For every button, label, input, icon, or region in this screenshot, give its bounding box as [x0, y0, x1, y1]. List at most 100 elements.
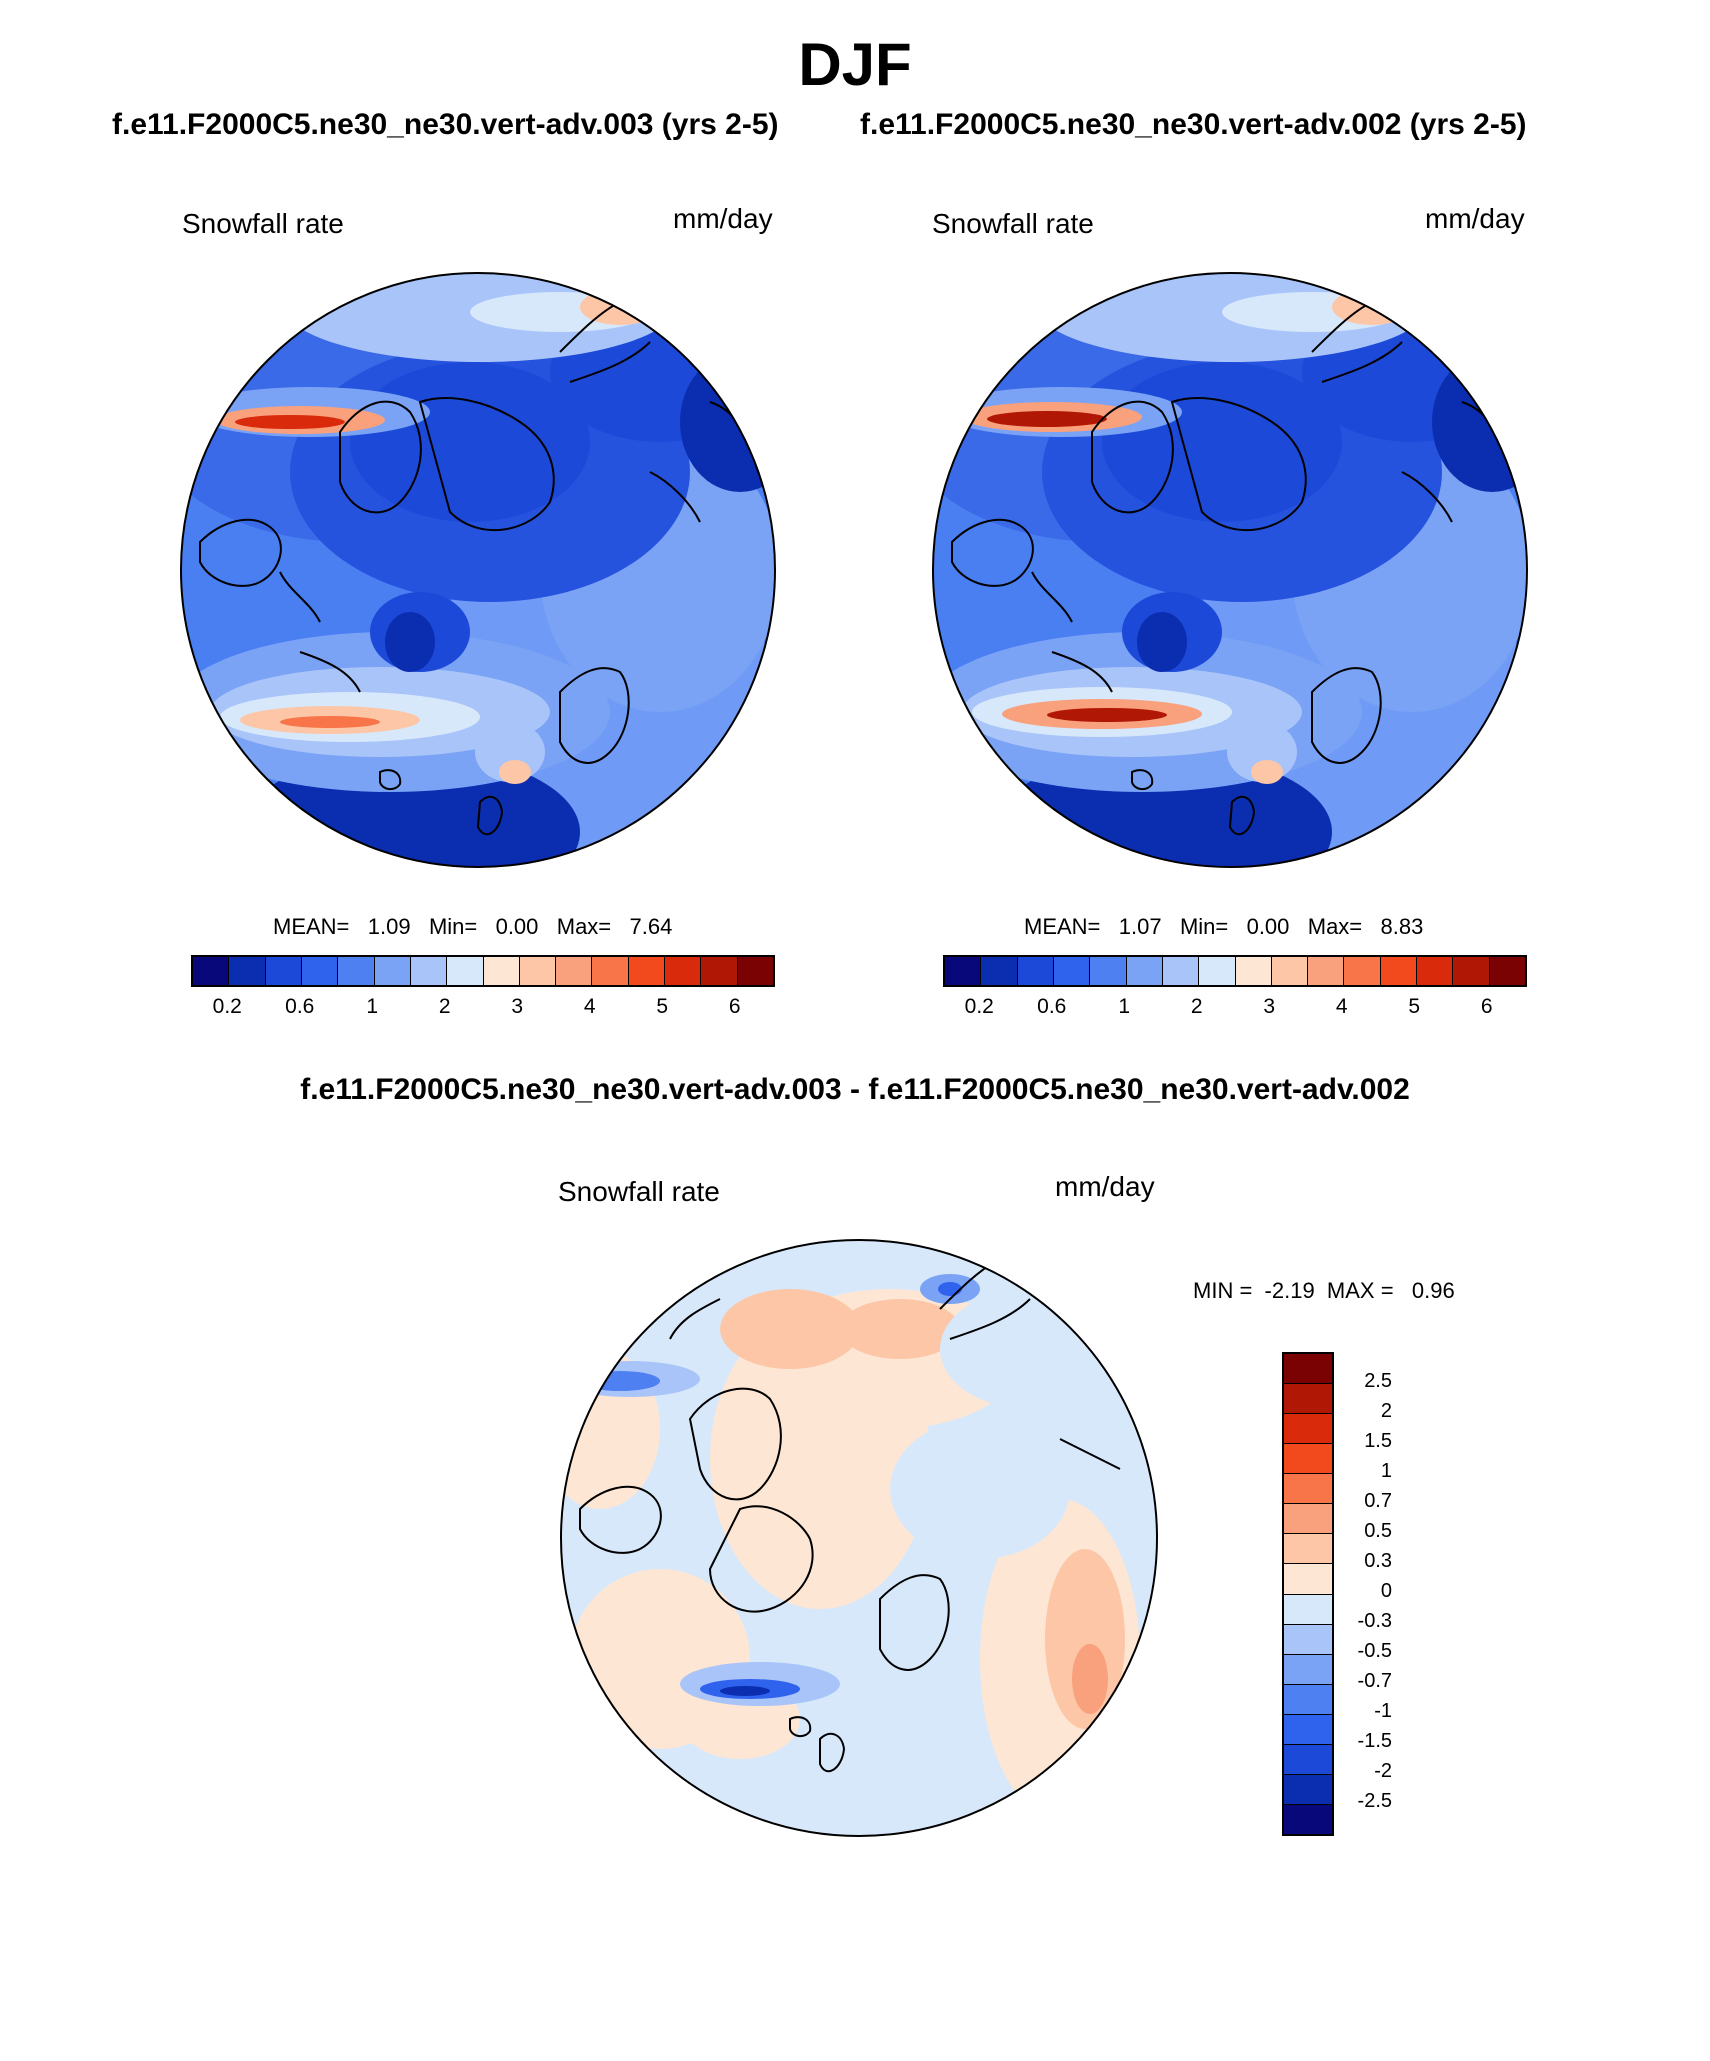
colorbar-box: [1284, 1804, 1332, 1834]
diff-colorbar: [1282, 1352, 1334, 1836]
colorbar-box: [1380, 957, 1418, 985]
colorbar-tick-label: 0.6: [285, 995, 315, 1018]
diff-stats: MIN = -2.19 MAX = 0.96: [1193, 1278, 1455, 1304]
case1-title: f.e11.F2000C5.ne30_ne30.vert-adv.003 (yr…: [112, 108, 779, 141]
left-max-value: 7.64: [629, 914, 673, 939]
colorbar-tick-label: 0.7: [1364, 1490, 1392, 1512]
colorbar-box: [628, 957, 666, 985]
case2-title: f.e11.F2000C5.ne30_ne30.vert-adv.002 (yr…: [860, 108, 1527, 141]
left-variable-label: Snowfall rate: [182, 208, 344, 239]
colorbar-box: [1284, 1654, 1332, 1685]
left-max-label: Max=: [556, 914, 612, 939]
colorbar-box: [265, 957, 302, 985]
colorbar-box: [1284, 1504, 1332, 1535]
colorbar-tick-label: -0.3: [1357, 1610, 1392, 1632]
colorbar-tick-label: -2.5: [1357, 1790, 1392, 1812]
colorbar-tick-label: -0.7: [1357, 1670, 1392, 1692]
colorbar-box: [1284, 1414, 1332, 1445]
colorbar-box: [410, 957, 448, 985]
colorbar-box: [1453, 957, 1490, 985]
diff-polar-map: [560, 1239, 1158, 1837]
diff-title: f.e11.F2000C5.ne30_ne30.vert-adv.003 - f…: [300, 1073, 1410, 1106]
left-stats: MEAN= 1.09 Min= 0.00 Max= 7.64: [273, 914, 672, 940]
left-min-label: Min=: [428, 914, 478, 939]
colorbar-tick-label: 3: [511, 995, 524, 1018]
colorbar-box: [1284, 1594, 1332, 1625]
colorbar-box: [1284, 1774, 1332, 1805]
colorbar-box: [1284, 1624, 1332, 1655]
colorbar-box: [1235, 957, 1272, 985]
right-mean-value: 1.07: [1118, 914, 1162, 939]
colorbar-box: [1271, 957, 1309, 985]
colorbar-box: [1284, 1474, 1332, 1505]
colorbar-tick-label: 2: [438, 995, 451, 1018]
left-mean-value: 1.09: [367, 914, 411, 939]
colorbar-box: [1199, 957, 1236, 985]
colorbar-box: [338, 957, 375, 985]
colorbar-box: [301, 957, 339, 985]
diff-max-value: 0.96: [1411, 1278, 1455, 1303]
colorbar-tick-label: 6: [1480, 995, 1493, 1018]
colorbar-box: [1417, 957, 1454, 985]
colorbar-tick-label: 2.5: [1364, 1370, 1392, 1392]
colorbar-tick-label: 2: [1380, 1400, 1392, 1422]
left-units-label: mm/day: [673, 203, 773, 234]
colorbar-tick-label: 0.6: [1037, 995, 1067, 1018]
diff-min-value: -2.19: [1264, 1278, 1315, 1303]
right-stats: MEAN= 1.07 Min= 0.00 Max= 8.83: [1024, 914, 1423, 940]
colorbar-tick-label: 4: [1335, 995, 1348, 1018]
colorbar-box: [229, 957, 266, 985]
colorbar-box: [1284, 1534, 1332, 1565]
right-max-label: Max=: [1307, 914, 1363, 939]
colorbar-tick-label: 3: [1263, 995, 1276, 1018]
colorbar-box: [483, 957, 520, 985]
colorbar-tick-label: 5: [656, 995, 669, 1018]
colorbar-tick-label: 6: [728, 995, 741, 1018]
colorbar-box: [1053, 957, 1091, 985]
colorbar-box: [1284, 1714, 1332, 1745]
colorbar-box: [665, 957, 702, 985]
left-colorbar: [191, 955, 775, 987]
colorbar-tick-label: 4: [583, 995, 596, 1018]
diff-variable-label: Snowfall rate: [558, 1176, 720, 1207]
right-variable-label: Snowfall rate: [932, 208, 1094, 239]
right-max-value: 8.83: [1380, 914, 1424, 939]
colorbar-box: [1284, 1444, 1332, 1475]
diff-max-label: MAX =: [1326, 1278, 1394, 1303]
colorbar-box: [737, 957, 773, 985]
colorbar-box: [1284, 1384, 1332, 1415]
colorbar-box: [981, 957, 1018, 985]
colorbar-tick-label: -0.5: [1357, 1640, 1392, 1662]
right-min-label: Min=: [1179, 914, 1229, 939]
colorbar-box: [1284, 1744, 1332, 1775]
figure-title: DJF: [798, 31, 912, 98]
colorbar-box: [1344, 957, 1381, 985]
diff-min-label: MIN =: [1193, 1278, 1253, 1303]
colorbar-tick-label: -1.5: [1357, 1730, 1392, 1752]
right-mean-label: MEAN=: [1024, 914, 1101, 939]
colorbar-box: [592, 957, 629, 985]
colorbar-tick-label: 0.2: [212, 995, 242, 1018]
colorbar-tick-label: 0: [1380, 1580, 1392, 1602]
right-colorbar: [943, 955, 1527, 987]
colorbar-tick-label: 1: [1118, 995, 1131, 1018]
colorbar-tick-label: 1.5: [1364, 1430, 1392, 1452]
colorbar-box: [1308, 957, 1345, 985]
colorbar-tick-label: 5: [1408, 995, 1421, 1018]
right-min-value: 0.00: [1246, 914, 1290, 939]
colorbar-box: [701, 957, 738, 985]
colorbar-box: [1284, 1564, 1332, 1595]
colorbar-box: [1284, 1354, 1332, 1385]
right-units-label: mm/day: [1425, 203, 1525, 234]
colorbar-box: [1017, 957, 1054, 985]
colorbar-tick-label: -2: [1374, 1760, 1392, 1782]
diff-units-label: mm/day: [1055, 1171, 1155, 1202]
left-min-value: 0.00: [495, 914, 539, 939]
colorbar-box: [1284, 1684, 1332, 1715]
colorbar-tick-label: 1: [1380, 1460, 1392, 1482]
right-polar-map: [932, 272, 1528, 868]
colorbar-tick-label: 1: [366, 995, 379, 1018]
colorbar-box: [556, 957, 593, 985]
colorbar-tick-label: 0.2: [964, 995, 994, 1018]
colorbar-box: [1162, 957, 1200, 985]
